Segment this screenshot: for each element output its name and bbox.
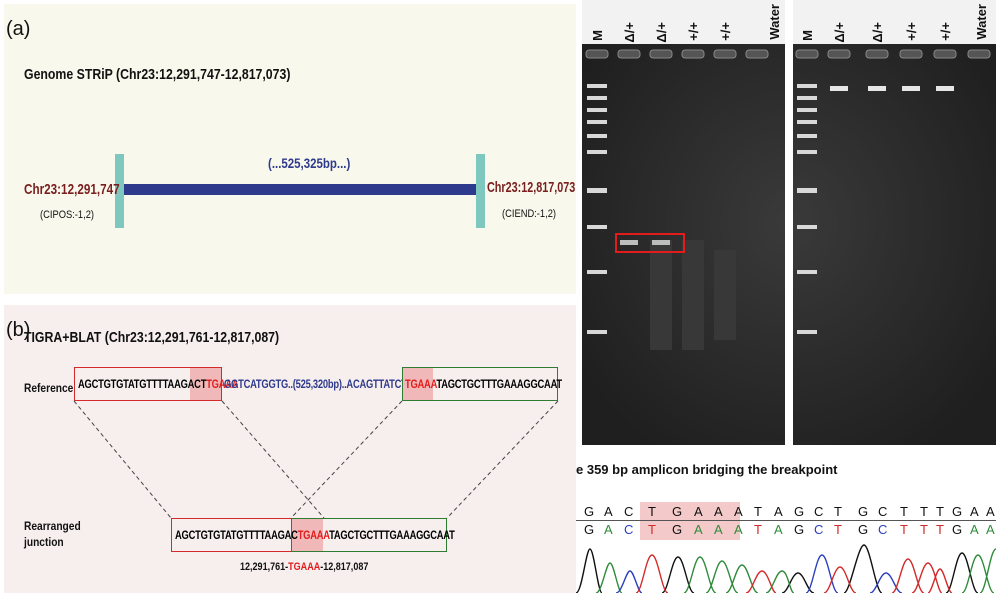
panel-b-title: TIGRA+BLAT (Chr23:12,291,761-12,817,087)	[24, 329, 280, 346]
gel-lane-label-1-het-b: Δ/+	[654, 22, 669, 43]
ref-base: G	[672, 504, 683, 519]
ref-base: A	[694, 504, 703, 519]
panel-a: (a) Genome STRiP (Chr23:12,291,747-12,81…	[4, 4, 576, 294]
gel-lane-label-2-wt-a: +/+	[904, 22, 919, 41]
sv-left-marker	[115, 154, 124, 228]
panel-a-title: Genome STRiP (Chr23:12,291,747-12,817,07…	[24, 66, 291, 83]
called-base: A	[604, 522, 613, 537]
called-base: A	[734, 522, 743, 537]
reference-left-microhomology-highlight	[190, 368, 221, 400]
ref-base: C	[624, 504, 634, 519]
junction-sequence: AGCTGTGTATGTTTTAAGACTGAAATAGCTGCTTTGAAAG…	[175, 528, 455, 542]
called-base: G	[794, 522, 805, 537]
ref-base: T	[754, 504, 762, 519]
chromatogram-caption: e 359 bp amplicon bridging the breakpoin…	[576, 462, 838, 477]
called-base: T	[648, 522, 656, 537]
panel-b: (b) TIGRA+BLAT (Chr23:12,291,761-12,817,…	[4, 305, 576, 593]
ref-base: A	[970, 504, 979, 519]
called-base: T	[936, 522, 944, 537]
called-base: A	[694, 522, 703, 537]
panel-a-label: (a)	[6, 18, 31, 40]
sequence-divider	[576, 520, 996, 521]
junction-coordinates: 12,291,761-TGAAA-12,817,087	[240, 561, 369, 573]
reference-right-flank-box	[402, 367, 558, 401]
left-confidence-interval: (CIPOS:-1,2)	[40, 209, 95, 221]
gel-lane-label-2-water: Water	[974, 4, 989, 40]
ref-base: C	[878, 504, 888, 519]
reference-left-microhomology: TGAAA	[206, 377, 239, 391]
rearranged-junction-label-line2: junction	[24, 535, 64, 549]
gel-electrophoresis	[582, 0, 996, 445]
sv-span-bar	[124, 184, 476, 195]
panel-b-label: (b)	[6, 319, 31, 341]
reference-right-sequence: TGAAATAGCTGCTTTGAAAGGCAAT	[405, 377, 562, 391]
called-base-row: G A C T G A A A T A G C T G C T T T G A …	[576, 522, 996, 538]
gel-image: M Δ/+ Δ/+ +/+ +/+ Water M Δ/+ Δ/+ +/+ +/…	[582, 0, 996, 445]
gel-lane-label-1-m: M	[590, 30, 605, 41]
ref-base: C	[814, 504, 824, 519]
called-base: A	[714, 522, 723, 537]
ref-base: T	[648, 504, 656, 519]
called-base: C	[814, 522, 824, 537]
called-base: T	[900, 522, 908, 537]
ref-base: A	[714, 504, 723, 519]
reference-left-sequence: AGCTGTGTATGTTTTAAGACTTGAAA	[78, 377, 239, 391]
called-base: A	[774, 522, 783, 537]
gel-lane-label-1-het-a: Δ/+	[622, 22, 637, 43]
reference-label: Reference	[24, 381, 74, 395]
junction-connector-lines	[73, 400, 559, 519]
reference-right-microhomology-highlight	[403, 368, 433, 400]
called-base: T	[920, 522, 928, 537]
called-base: T	[754, 522, 762, 537]
ref-base: G	[858, 504, 869, 519]
called-base: G	[858, 522, 869, 537]
gel-lane-label-2-wt-b: +/+	[938, 22, 953, 41]
junction-right-flank-box	[291, 518, 447, 552]
left-breakpoint-coord: Chr23:12,291,747	[24, 181, 120, 198]
sv-span-label: (...525,325bp...)	[268, 155, 351, 171]
gel-lane-label-1-water: Water	[767, 4, 782, 40]
reference-base-row: G A C T G A A A T A G C T G C T T T G A …	[576, 504, 996, 520]
called-base: G	[584, 522, 595, 537]
ref-base: T	[900, 504, 908, 519]
called-base: C	[878, 522, 888, 537]
sv-right-marker	[476, 154, 485, 228]
called-base: A	[970, 522, 979, 537]
sequence-chromatogram-panel: e 359 bp amplicon bridging the breakpoin…	[576, 450, 996, 593]
reference-deleted-segment: GGTCATGGTG..(525,320bp)..ACAGTTATCT	[224, 377, 407, 391]
chromatogram-traces	[576, 544, 996, 593]
called-base: T	[834, 522, 842, 537]
right-confidence-interval: (CIEND:-1,2)	[502, 208, 557, 220]
called-base: C	[624, 522, 634, 537]
reference-right-microhomology: TGAAA	[405, 377, 437, 391]
called-base: G	[672, 522, 683, 537]
gel-lane-label-2-m: M	[800, 30, 815, 41]
ref-base: A	[986, 504, 995, 519]
ref-base: T	[920, 504, 928, 519]
ref-base: A	[774, 504, 783, 519]
ref-base: T	[834, 504, 842, 519]
microhomology-highlight	[640, 502, 740, 540]
ref-base: G	[584, 504, 595, 519]
called-base: A	[986, 522, 995, 537]
gel-lane-label-2-het-a: Δ/+	[832, 22, 847, 43]
rearranged-junction-label-line1: Rearranged	[24, 519, 81, 533]
called-base: G	[952, 522, 963, 537]
ref-base: T	[936, 504, 944, 519]
junction-microhomology-highlight	[292, 519, 323, 551]
ref-base: A	[734, 504, 743, 519]
ref-base: G	[952, 504, 963, 519]
ref-base: A	[604, 504, 613, 519]
junction-microhomology: TGAAA	[297, 528, 330, 542]
amplicon-band-highlight	[615, 233, 685, 253]
right-breakpoint-coord: Chr23:12,817,073	[487, 179, 576, 196]
gel-lane-label-2-het-b: Δ/+	[870, 22, 885, 43]
gel-lane-label-1-wt-b: +/+	[718, 22, 733, 41]
gel-lane-label-1-wt-a: +/+	[686, 22, 701, 41]
ref-base: G	[794, 504, 805, 519]
reference-left-flank-box	[74, 367, 222, 401]
